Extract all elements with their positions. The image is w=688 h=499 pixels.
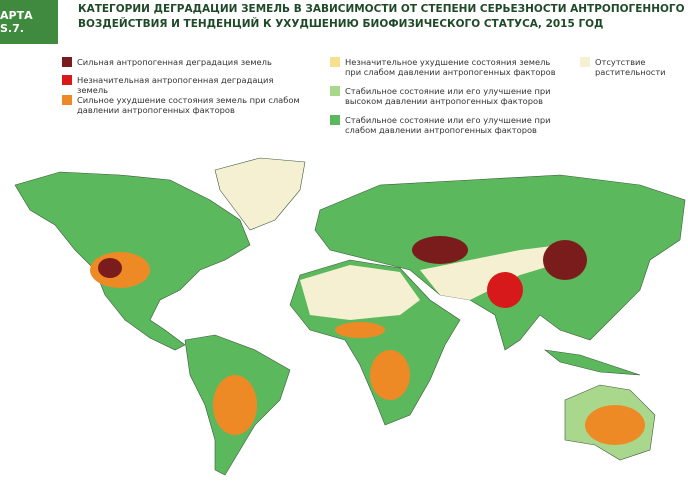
indonesia xyxy=(543,349,641,376)
arabia-central-asia xyxy=(420,245,570,300)
legend-item: Сильное ухудшение состояния земель при с… xyxy=(62,95,302,115)
degradation-zone xyxy=(213,375,257,435)
title-line: КАТЕГОРИИ ДЕГРАДАЦИИ ЗЕМЕЛЬ В ЗАВИСИМОСТ… xyxy=(78,3,685,15)
legend-label: Сильная антропогенная деградация земель xyxy=(77,57,272,67)
degradation-zone xyxy=(98,258,122,278)
legend-swatch xyxy=(62,57,72,67)
legend-label: Стабильное состояние или его улучшение п… xyxy=(345,115,551,135)
degradation-zone xyxy=(585,405,645,445)
degradation-zone xyxy=(487,272,523,308)
legend-swatch xyxy=(330,86,340,96)
legend-swatch xyxy=(580,57,590,67)
legend-swatch xyxy=(62,95,72,105)
world-map xyxy=(14,157,686,476)
legend-label: Сильное ухудшение состояния земель при с… xyxy=(77,95,300,115)
legend-label: Отсутствие растительности xyxy=(595,57,666,77)
degradation-zone xyxy=(412,236,468,264)
legend-item: Незначительная антропогенная деградация … xyxy=(62,75,302,95)
legend-item: Незначительное ухудшение состояния земел… xyxy=(330,57,560,77)
legend-item: Стабильное состояние или его улучшение п… xyxy=(330,86,560,106)
map-title: КАТЕГОРИИ ДЕГРАДАЦИИ ЗЕМЕЛЬ В ЗАВИСИМОСТ… xyxy=(78,2,685,32)
legend-swatch xyxy=(62,75,72,85)
legend-label: Незначительная антропогенная деградация … xyxy=(77,75,274,95)
sahara xyxy=(300,265,420,320)
degradation-zone xyxy=(335,322,385,338)
greenland xyxy=(214,157,306,231)
title-line: ВОЗДЕЙСТВИЯ И ТЕНДЕНЦИЙ К УХУДШЕНИЮ БИОФ… xyxy=(78,18,604,30)
legend-item: Сильная антропогенная деградация земель xyxy=(62,57,302,67)
degradation-zone xyxy=(543,240,587,280)
legend-label: Незначительное ухудшение состояния земел… xyxy=(345,57,556,77)
legend-swatch xyxy=(330,115,340,125)
legend-label: Стабильное состояние или его улучшение п… xyxy=(345,86,551,106)
map-label: АРТА S.7. xyxy=(0,0,58,44)
legend-item: Отсутствие растительности xyxy=(580,57,680,77)
degradation-zone xyxy=(370,350,410,400)
legend-item: Стабильное состояние или его улучшение п… xyxy=(330,115,570,135)
legend-swatch xyxy=(330,57,340,67)
